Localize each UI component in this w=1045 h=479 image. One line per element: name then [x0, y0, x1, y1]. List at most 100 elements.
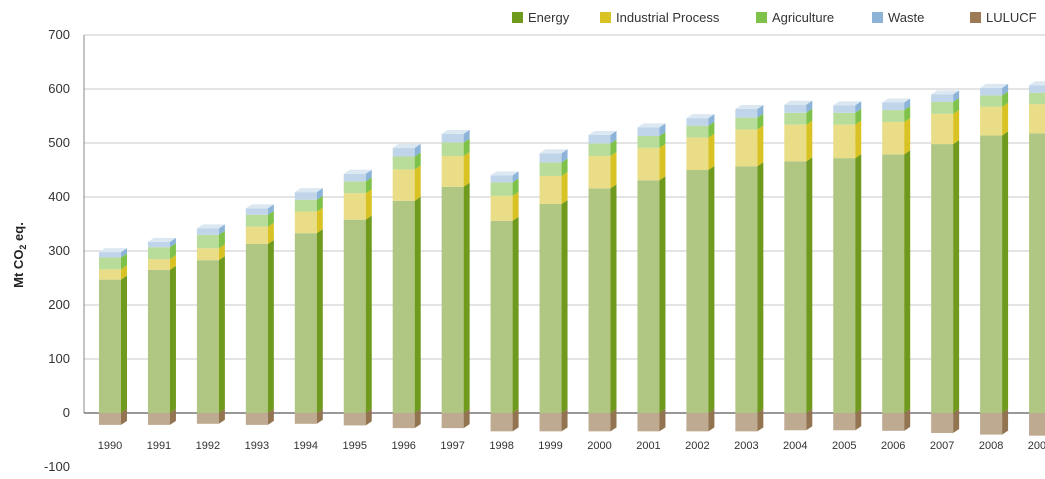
- x-tick-label: 1992: [196, 440, 220, 452]
- bar-segment-waste: [539, 153, 562, 163]
- legend-label: LULUCF: [986, 10, 1037, 25]
- bar-side-waste: [267, 204, 274, 215]
- bar-group-1993: [245, 204, 274, 425]
- bar-group-2009: [1029, 81, 1045, 436]
- y-tick-label: 100: [48, 351, 70, 366]
- bar-top-face: [588, 130, 617, 135]
- bar-segment-lulucf: [99, 413, 121, 425]
- legend-swatch: [512, 12, 523, 23]
- x-tick-label: 2008: [979, 440, 1003, 452]
- bar-segment-energy: [294, 233, 317, 413]
- bar-group-2006: [882, 98, 911, 431]
- bar-side-waste: [1002, 83, 1009, 96]
- bar-segment-lulucf: [147, 413, 170, 425]
- bar-side-lulucf: [757, 409, 764, 432]
- bar-segment-industrial-process: [735, 129, 758, 167]
- bar-side-lulucf: [561, 409, 568, 432]
- bar-side-industrial-process: [267, 222, 274, 244]
- bar-side-agriculture: [904, 106, 911, 122]
- bar-side-industrial-process: [659, 143, 666, 181]
- x-tick-label: 2000: [587, 440, 611, 452]
- bar-side-energy: [610, 184, 617, 413]
- bar-side-agriculture: [806, 108, 813, 125]
- x-tick-label: 1998: [489, 440, 513, 452]
- bar-side-waste: [316, 188, 323, 200]
- bar-segment-energy: [1029, 133, 1045, 413]
- bar-segment-industrial-process: [637, 147, 660, 181]
- bar-segment-energy: [99, 279, 121, 413]
- bar-side-agriculture: [1002, 91, 1009, 107]
- bar-segment-agriculture: [637, 135, 660, 148]
- bar-segment-industrial-process: [882, 121, 905, 155]
- bar-side-lulucf: [708, 409, 715, 432]
- bar-side-agriculture: [757, 113, 764, 130]
- bar-side-lulucf: [121, 409, 127, 425]
- bar-segment-industrial-process: [784, 124, 807, 162]
- bar-side-agriculture: [267, 210, 274, 227]
- bar-group-1998: [490, 171, 519, 432]
- bar-side-energy: [316, 229, 323, 413]
- bar-group-1997: [441, 129, 470, 429]
- bar-side-energy: [267, 239, 274, 413]
- legend-label: Agriculture: [772, 10, 834, 25]
- bar-segment-waste: [882, 102, 905, 111]
- bar-side-industrial-process: [904, 117, 911, 155]
- bar-segment-industrial-process: [441, 155, 464, 187]
- bar-top-face: [784, 100, 813, 105]
- bar-segment-agriculture: [245, 214, 268, 227]
- bar-segment-waste: [294, 192, 317, 200]
- bar-top-face: [637, 123, 666, 128]
- bar-side-waste: [365, 169, 372, 182]
- bar-segment-energy: [833, 158, 856, 413]
- bar-side-agriculture: [169, 243, 176, 260]
- bar-segment-waste: [490, 175, 513, 183]
- bar-side-industrial-process: [855, 120, 862, 159]
- bar-segment-energy: [784, 161, 807, 413]
- bar-segment-agriculture: [99, 257, 121, 270]
- bar-segment-energy: [539, 204, 562, 413]
- bar-segment-waste: [441, 133, 464, 143]
- x-tick-label: 1996: [391, 440, 415, 452]
- bar-side-agriculture: [855, 108, 862, 125]
- bar-segment-industrial-process: [99, 269, 121, 280]
- x-tick-label: 2001: [636, 440, 660, 452]
- bar-segment-waste: [931, 94, 954, 102]
- bar-segment-waste: [392, 147, 415, 157]
- x-tick-label: 2002: [685, 440, 709, 452]
- bar-segment-lulucf: [392, 413, 415, 429]
- legend-swatch: [872, 12, 883, 23]
- bar-side-agriculture: [414, 152, 421, 170]
- bar-side-lulucf: [904, 409, 911, 431]
- bar-side-industrial-process: [806, 120, 813, 162]
- bar-segment-energy: [441, 186, 464, 413]
- x-tick-label: 1995: [343, 440, 367, 452]
- legend-item-agriculture: Agriculture: [756, 10, 834, 25]
- bar-top-face: [833, 101, 862, 106]
- y-tick-label: 400: [48, 189, 70, 204]
- bar-side-agriculture: [463, 138, 470, 156]
- bar-side-industrial-process: [610, 151, 617, 189]
- bar-side-agriculture: [561, 158, 568, 176]
- bar-top-face: [441, 129, 470, 134]
- bar-segment-agriculture: [735, 117, 758, 130]
- x-tick-label: 1997: [440, 440, 464, 452]
- bar-segment-energy: [196, 260, 219, 413]
- bar-side-lulucf: [1002, 409, 1009, 435]
- bar-top-face: [980, 83, 1009, 88]
- bar-group-2007: [931, 90, 960, 433]
- bar-segment-agriculture: [980, 95, 1003, 107]
- y-tick-label: 700: [48, 27, 70, 42]
- bar-top-face: [392, 143, 421, 148]
- bar-side-industrial-process: [757, 125, 764, 167]
- bar-top-face: [490, 171, 519, 176]
- bar-segment-industrial-process: [539, 175, 562, 205]
- bar-segment-agriculture: [147, 247, 170, 260]
- bar-top-face: [99, 248, 127, 253]
- bar-segment-lulucf: [294, 413, 317, 424]
- bar-top-face: [343, 169, 372, 174]
- bar-segment-lulucf: [490, 413, 513, 432]
- bar-segment-waste: [833, 105, 856, 113]
- bar-group-2005: [833, 101, 862, 431]
- y-tick-label: -100: [44, 459, 70, 474]
- legend-item-industrial-process: Industrial Process: [600, 10, 720, 25]
